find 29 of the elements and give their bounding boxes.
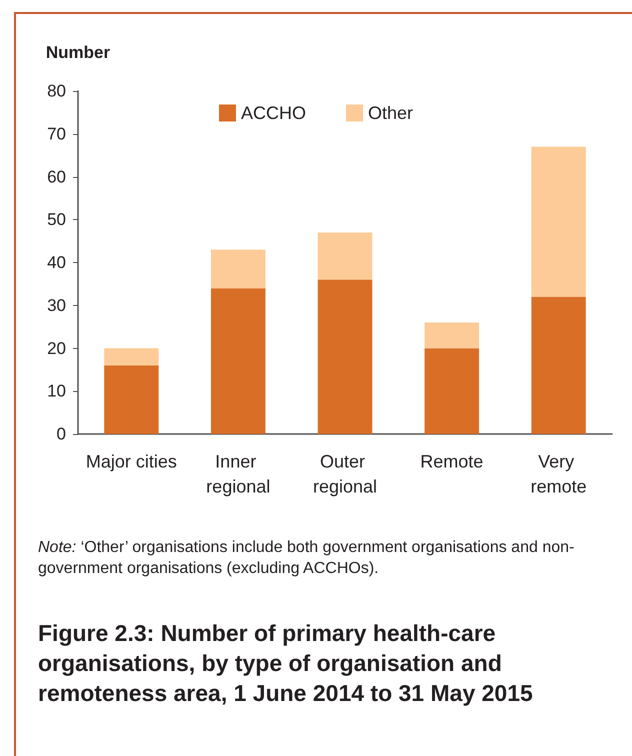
bar (210, 288, 266, 434)
bar (318, 232, 372, 280)
x-tick-label: Remote (420, 452, 484, 472)
y-tick-label: 10 (47, 382, 66, 401)
bar (104, 348, 159, 366)
text: Note: ‘Other’ organisations include both government organisations and non-government organisations (excluding ACCHOs). (38, 539, 574, 577)
y-tick-label: 0 (56, 424, 66, 444)
y-axis-title: Number (46, 43, 110, 62)
y-tick-label: 60 (47, 167, 66, 186)
x-tick-label: Very remote (530, 452, 587, 496)
x-tick-label: Inner regional (206, 452, 270, 496)
bar (424, 348, 480, 434)
y-tick-label: 80 (47, 82, 66, 100)
legend-label: ACCHO (240, 103, 306, 123)
bar (424, 322, 480, 348)
y-tick-label: 50 (47, 210, 66, 230)
y-tick-label: 20 (47, 338, 66, 358)
bar (210, 250, 266, 288)
bar (318, 280, 372, 434)
x-tick-label: Major cities (86, 452, 177, 472)
bar (104, 365, 159, 434)
bar (531, 146, 586, 297)
y-tick-label: 40 (47, 253, 66, 272)
y-tick-label: 30 (47, 296, 66, 315)
legend-label: Other (368, 103, 414, 123)
bar (531, 296, 586, 434)
text: Figure 2.3: Number of primary health-care organisations, by type of organisation and remoteness area, 1 June 2014 to 31 May 2015 (38, 619, 534, 708)
y-tick-label: 70 (47, 124, 66, 144)
x-tick-label: Outer regional (312, 452, 378, 496)
